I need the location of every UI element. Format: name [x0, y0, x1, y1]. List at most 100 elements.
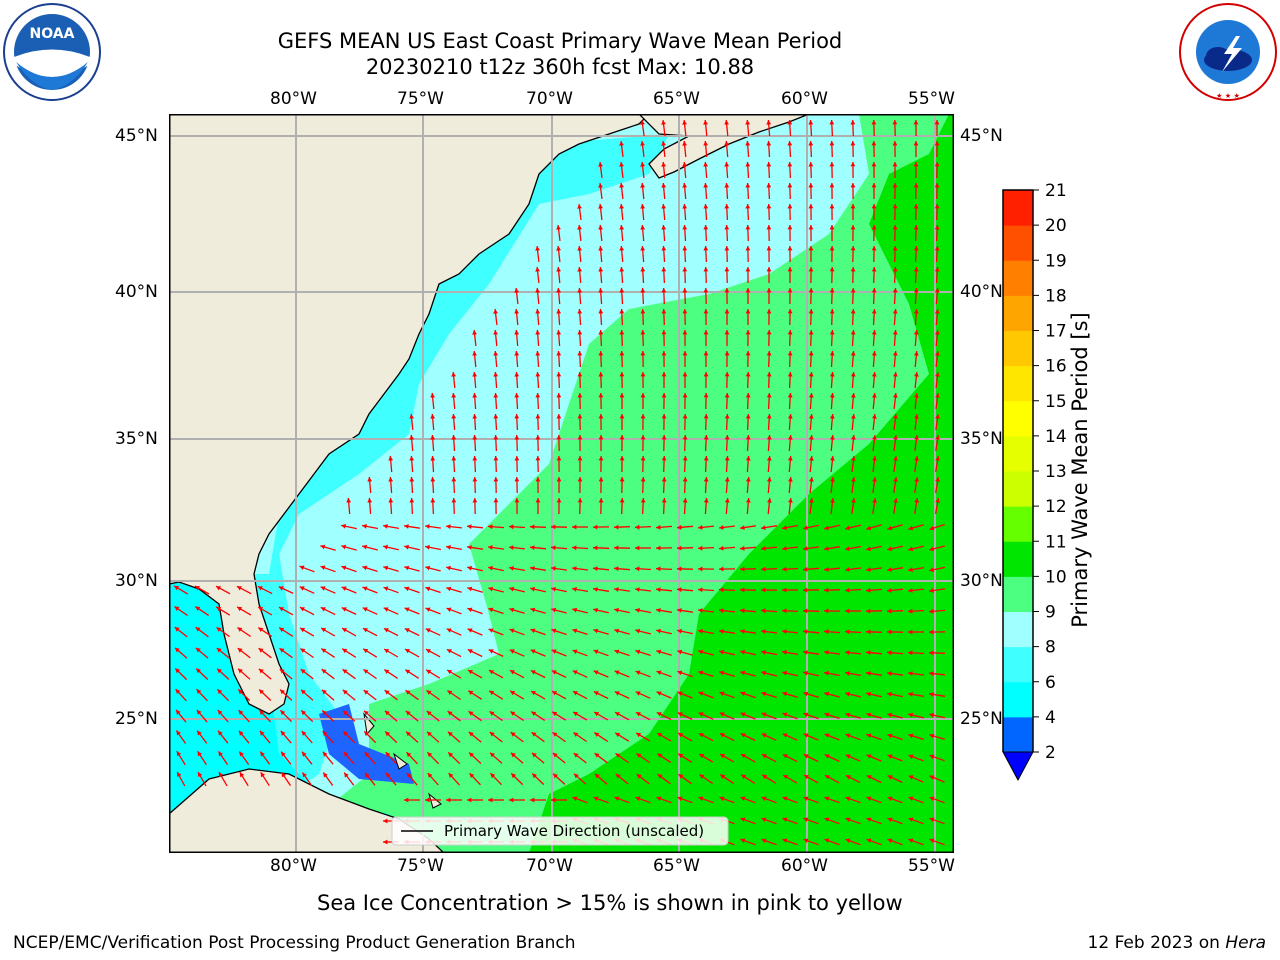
wave-arrow-head [425, 649, 431, 654]
wave-arrow-head [851, 456, 856, 461]
wave-arrow-head [174, 606, 180, 611]
wave-arrow-head [698, 629, 703, 634]
wave-arrow-head [535, 351, 541, 356]
wave-arrow-head [323, 772, 328, 778]
wave-arrow-head [572, 691, 578, 696]
wave-arrow-head [635, 628, 641, 634]
wave-period-map: Primary Wave Direction (unscaled) [169, 114, 954, 853]
wave-arrow-head [761, 608, 766, 614]
wave-arrow-head [614, 545, 619, 551]
wave-arrow-head [845, 838, 851, 843]
wave-arrow-head [808, 351, 814, 356]
wave-arrow-head [577, 267, 583, 272]
wave-arrow-head [593, 587, 598, 592]
wave-arrow-head [344, 772, 349, 778]
wave-arrow-head [893, 414, 898, 419]
lat-label-right-30n: 30°N [960, 571, 1003, 591]
wave-arrow-head [682, 435, 688, 440]
wave-arrow-head [467, 628, 473, 633]
wave-arrow-head [635, 796, 641, 801]
wave-arrow-head [448, 773, 454, 778]
wave-arrow-head [745, 414, 751, 419]
wave-arrow-head [404, 607, 410, 612]
wave-arrow-head [342, 628, 347, 633]
wave-arrow-head [362, 544, 368, 550]
wave-arrow-head [892, 330, 898, 335]
wave-arrow-head [913, 183, 919, 188]
colorbar-segment [1003, 225, 1033, 261]
wave-arrow-head [703, 351, 709, 356]
wave-arrow-head [892, 309, 898, 314]
wave-arrow-head [682, 120, 687, 125]
wave-arrow-head [383, 839, 388, 845]
wave-arrow-head [829, 351, 835, 356]
wave-arrow-head [197, 730, 202, 736]
wave-arrow-head [640, 414, 646, 419]
wave-arrow-head [682, 456, 688, 461]
wave-arrow-head [866, 775, 872, 780]
wave-arrow-head [845, 775, 851, 780]
wave-arrow-head [299, 607, 305, 612]
wave-arrow-head [493, 351, 499, 356]
wave-arrow-head [677, 628, 682, 634]
wave-arrow-head [556, 456, 562, 461]
wave-arrow-head [342, 648, 348, 654]
wave-arrow-head [829, 309, 835, 314]
wave-arrow-head [682, 246, 688, 251]
wave-arrow-head [302, 772, 307, 778]
wave-arrow-head [593, 691, 599, 696]
wave-arrow-head [598, 414, 604, 419]
colorbar-label: Primary Wave Mean Period [s] [1068, 312, 1092, 628]
wave-arrow-head [887, 525, 893, 531]
wave-arrow-head [237, 606, 243, 612]
wave-arrow-head [703, 372, 709, 377]
wave-arrow-head [448, 752, 454, 758]
wave-arrow-head [490, 773, 496, 779]
lon-label-bottom-80w: 80°W [270, 856, 317, 876]
wave-arrow-head [619, 330, 625, 335]
wave-arrow-head [384, 669, 390, 674]
wave-arrow-head [598, 393, 604, 398]
wave-arrow-head [703, 414, 709, 419]
wave-arrow-head [845, 608, 850, 614]
wave-arrow-head [908, 712, 914, 718]
wave-arrow-head [698, 545, 703, 551]
wave-arrow-head [656, 691, 662, 696]
wave-arrow-head [237, 627, 243, 632]
wave-arrow-head [824, 546, 829, 551]
wave-arrow-head [530, 607, 536, 613]
wave-arrow-head [719, 691, 725, 696]
wave-arrow-head [677, 545, 682, 551]
wave-arrow-head [430, 393, 435, 398]
colorbar-segment [1003, 681, 1033, 718]
wave-arrow-head [425, 797, 430, 803]
wave-arrow-head [745, 225, 751, 230]
wave-arrow-head [619, 393, 625, 398]
wave-arrow-head [217, 689, 223, 695]
wave-arrow-head [239, 751, 244, 757]
wave-arrow-head [619, 498, 625, 503]
wave-arrow-head [724, 477, 730, 482]
wave-arrow-head [766, 288, 772, 293]
wave-arrow-head [677, 649, 683, 655]
wave-arrow-head [451, 393, 457, 398]
wave-arrow-head [934, 267, 940, 272]
wave-arrow-head [594, 753, 600, 758]
wave-arrow-head [724, 288, 730, 293]
wave-arrow-head [887, 838, 893, 843]
wave-arrow-head [302, 751, 307, 757]
ocean-field-bahamas [319, 704, 414, 784]
wave-arrow-head [845, 629, 850, 635]
lon-label-bottom-55w: 55°W [908, 856, 955, 876]
wave-arrow-head [467, 565, 472, 571]
wave-arrow-head [472, 330, 477, 335]
wave-arrow-head [299, 586, 305, 591]
wave-arrow-head [577, 456, 583, 461]
wave-arrow-head [914, 477, 919, 482]
wave-arrow-head [489, 711, 495, 716]
wave-arrow-head [761, 691, 767, 697]
wave-arrow-head [367, 477, 373, 482]
wave-arrow-head [218, 772, 224, 778]
wave-arrow-head [698, 796, 704, 801]
wave-arrow-head [682, 414, 688, 419]
